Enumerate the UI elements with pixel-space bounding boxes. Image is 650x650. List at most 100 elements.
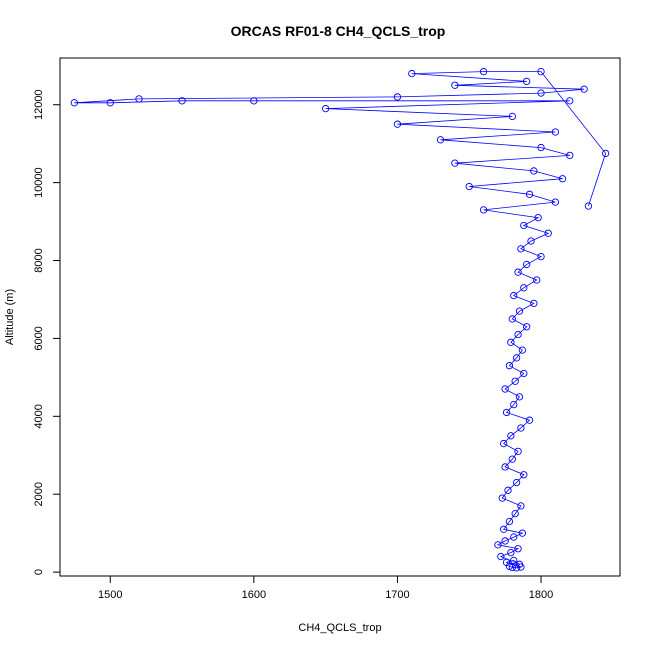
data-point <box>518 346 527 354</box>
data-point <box>510 400 518 409</box>
data-point <box>537 143 545 152</box>
data-point <box>551 198 560 206</box>
data-point <box>465 182 473 191</box>
data-point <box>517 424 525 432</box>
data-point <box>508 112 516 121</box>
data-point <box>530 299 538 308</box>
data-point <box>502 558 511 567</box>
data-point <box>517 502 525 510</box>
data-point <box>507 432 515 440</box>
data-point <box>498 494 506 502</box>
data-point <box>393 93 402 101</box>
data-point <box>566 97 574 105</box>
data-point <box>135 95 143 103</box>
y-tick-label: 6000 <box>33 326 45 350</box>
data-point <box>508 315 516 323</box>
data-point <box>479 206 488 214</box>
plot-area <box>70 67 610 572</box>
data-point <box>523 260 531 269</box>
y-axis: 0 2000 4000 6000 8000 10000 12000 <box>33 89 61 575</box>
x-tick-label: 1600 <box>242 589 266 601</box>
x-tick-label: 1500 <box>98 589 122 601</box>
data-point <box>525 416 534 424</box>
data-point <box>580 85 588 93</box>
data-point <box>106 99 114 107</box>
data-point <box>505 517 514 526</box>
data-point <box>520 284 528 292</box>
data-point <box>515 393 524 401</box>
x-axis-label: CH4_QCLS_trop <box>298 622 381 634</box>
data-point <box>527 237 535 245</box>
data-point <box>520 369 528 378</box>
data-point <box>497 552 505 561</box>
data-point <box>518 529 527 537</box>
series-line <box>74 71 607 569</box>
data-point <box>551 128 560 136</box>
y-tick-label: 10000 <box>33 167 45 198</box>
data-point <box>514 545 522 553</box>
data-point <box>512 354 521 362</box>
data-point <box>544 229 552 237</box>
data-point <box>511 510 519 518</box>
data-point <box>494 541 502 549</box>
y-axis-label: Altitude (m) <box>4 289 16 345</box>
y-tick-label: 12000 <box>33 89 45 120</box>
data-point <box>502 408 511 417</box>
data-point <box>501 463 509 471</box>
data-point <box>537 89 545 97</box>
data-point <box>505 362 514 370</box>
data-point <box>533 276 541 284</box>
data-point <box>500 439 508 448</box>
data-point <box>514 268 522 276</box>
x-tick-label: 1800 <box>529 589 553 601</box>
data-point <box>507 338 515 346</box>
data-point <box>510 533 518 541</box>
data-point <box>537 67 545 76</box>
data-point <box>70 99 79 107</box>
data-point <box>515 560 524 568</box>
data-point <box>510 556 518 565</box>
data-point <box>508 563 516 572</box>
data-point <box>601 149 610 158</box>
y-tick-label: 8000 <box>33 248 45 272</box>
data-point <box>515 307 524 315</box>
y-tick-label: 2000 <box>33 482 45 506</box>
data-point <box>523 77 531 86</box>
plot-frame <box>59 57 621 577</box>
data-point <box>520 471 528 479</box>
data-point <box>250 97 258 105</box>
data-point <box>523 323 531 331</box>
data-point <box>566 151 574 160</box>
data-point <box>504 486 512 494</box>
data-point <box>584 202 593 210</box>
data-point <box>451 159 459 167</box>
x-tick-label: 1700 <box>385 589 409 601</box>
data-point <box>514 447 522 456</box>
y-tick-label: 4000 <box>33 404 45 428</box>
data-point <box>501 537 509 545</box>
data-point <box>525 190 534 198</box>
data-point <box>178 97 186 105</box>
data-point <box>451 81 459 89</box>
data-point <box>514 330 522 339</box>
data-point <box>479 67 488 76</box>
data-point <box>530 167 538 175</box>
data-point <box>534 214 542 222</box>
data-point <box>507 548 515 557</box>
x-axis: 1500 1600 1700 1800 <box>98 575 553 601</box>
data-point <box>501 385 509 393</box>
data-point <box>512 478 521 487</box>
data-point <box>500 525 508 533</box>
chart-title: ORCAS RF01-8 CH4_QCLS_trop <box>231 23 446 39</box>
data-point <box>517 245 525 253</box>
data-point <box>537 252 545 261</box>
data-point <box>508 455 516 463</box>
data-point <box>393 120 402 128</box>
y-tick-label: 0 <box>33 569 45 575</box>
data-point <box>408 69 416 78</box>
data-point <box>321 104 330 113</box>
data-point <box>436 136 445 144</box>
data-point <box>558 175 567 183</box>
data-point <box>510 291 518 300</box>
